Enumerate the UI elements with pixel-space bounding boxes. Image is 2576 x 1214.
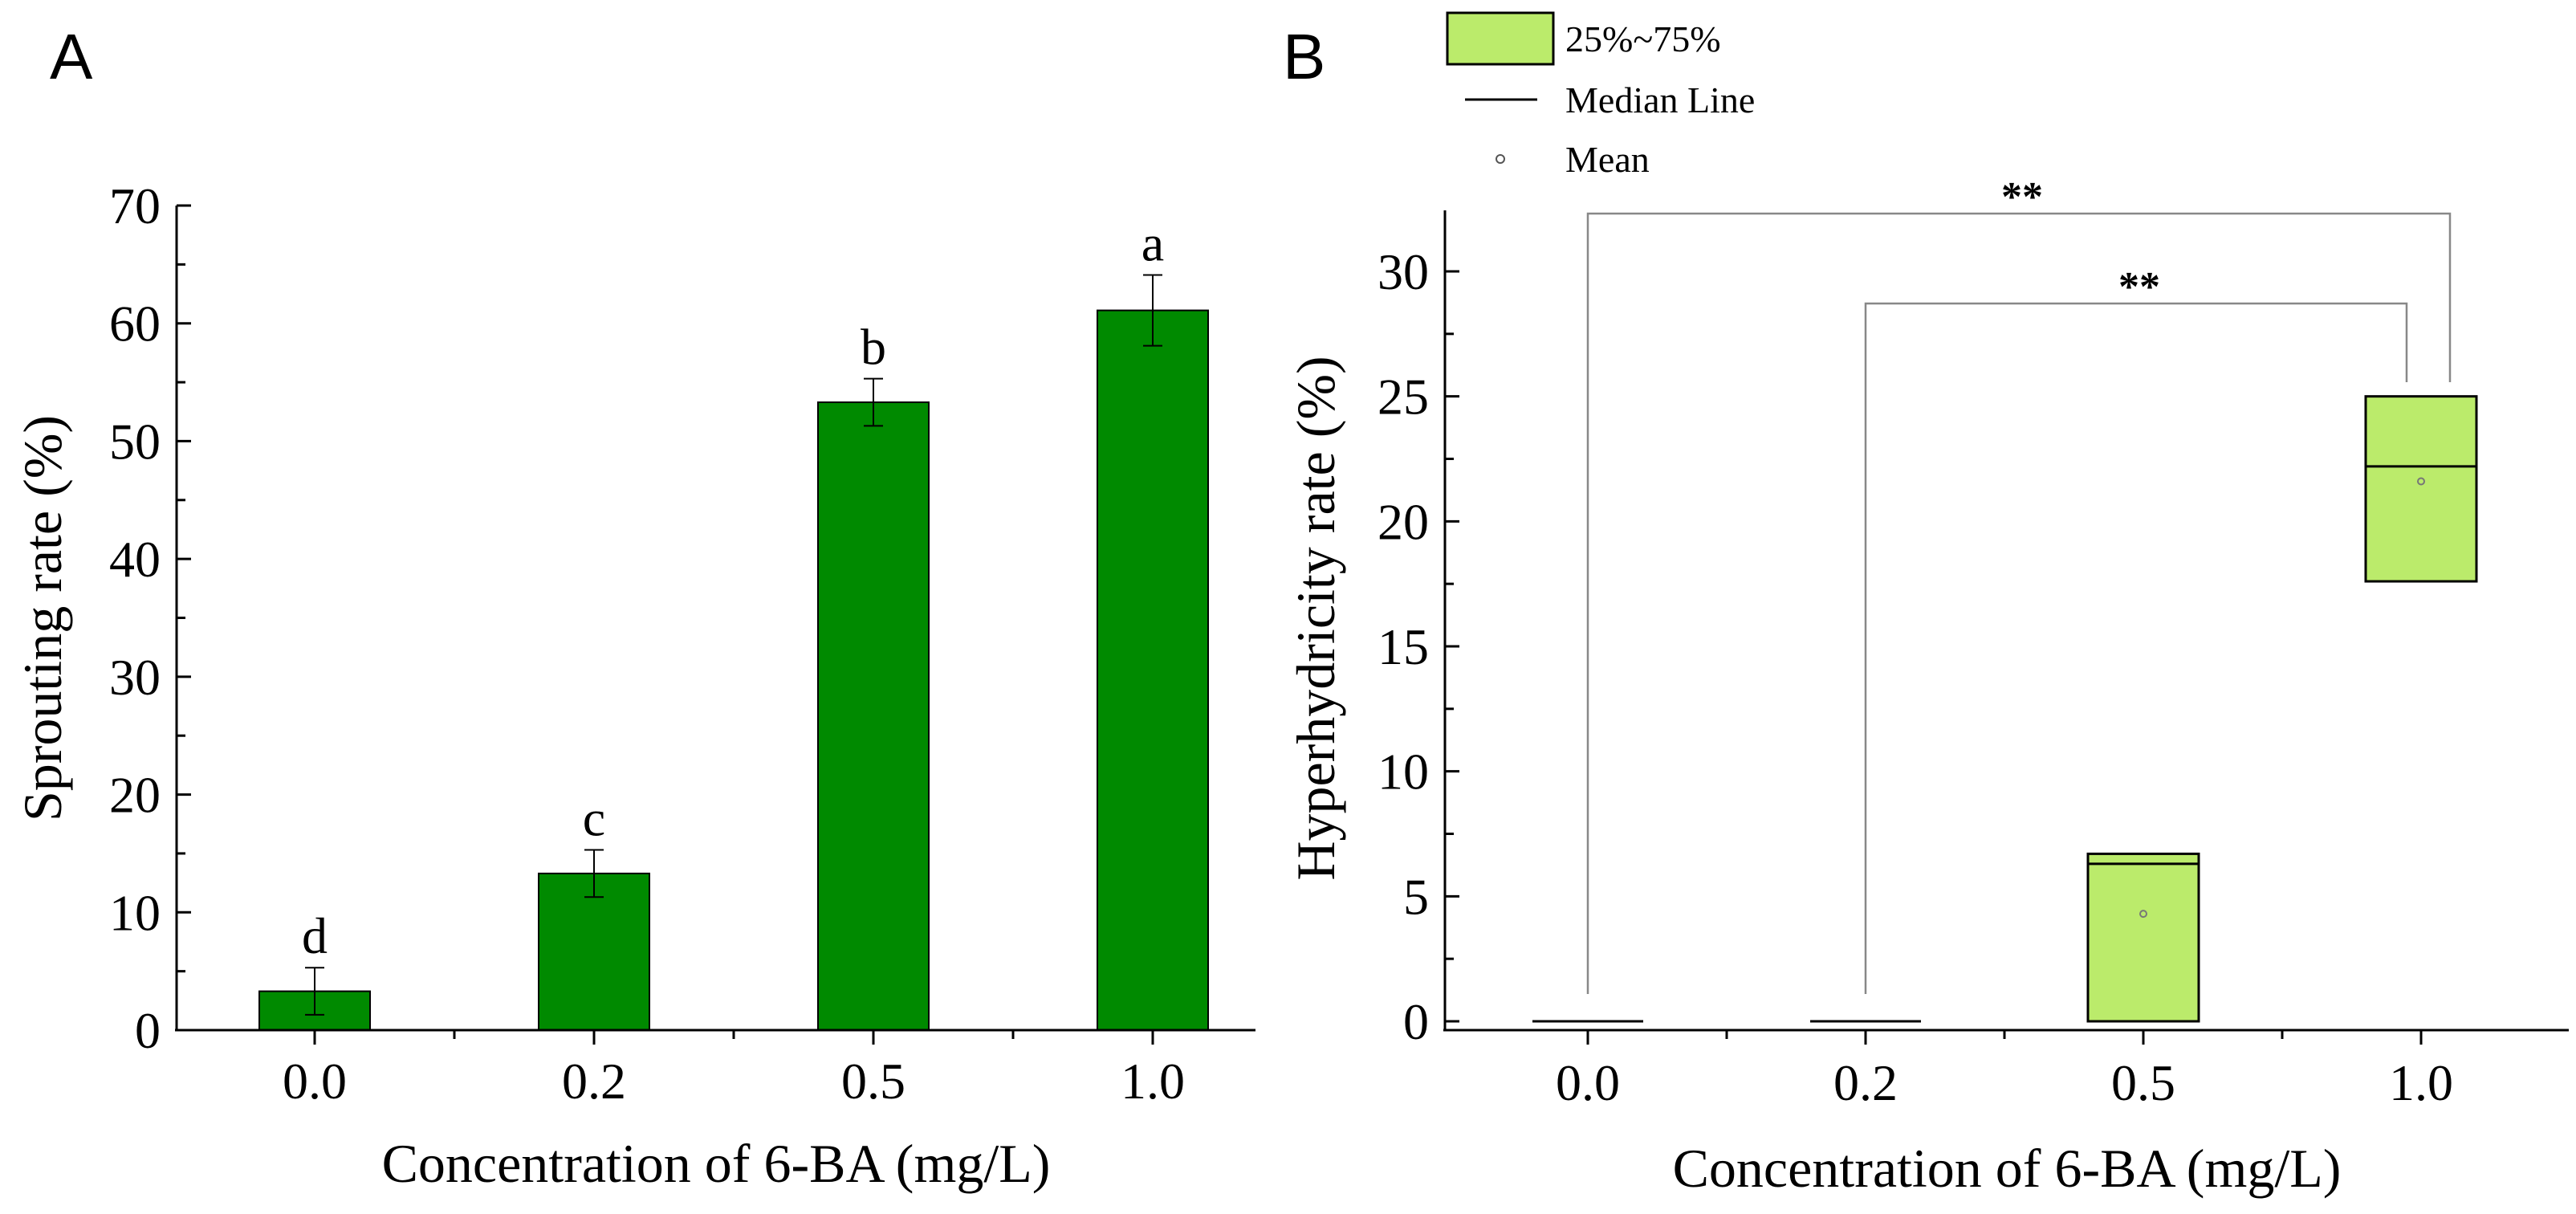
legend-box-swatch bbox=[1446, 11, 1555, 66]
panel-b: B 25%~75% Median Line Mean ** ** 0 5 10 15 20… bbox=[1283, 11, 2569, 1199]
legend-mean-label: Mean bbox=[1565, 139, 1650, 180]
y-tick-label: 25 bbox=[1378, 369, 1429, 426]
panel-b-y-label: Hyperhydricity rate (%) bbox=[1285, 356, 1346, 880]
panel-b-boxes bbox=[1532, 395, 2478, 1023]
significance-bracket bbox=[1864, 302, 2408, 994]
panel-b-axes bbox=[1443, 210, 2569, 1032]
x-tick-label: 1.0 bbox=[2389, 1054, 2453, 1111]
significance-bracket bbox=[1586, 212, 2452, 994]
y-tick-label: 10 bbox=[109, 884, 161, 941]
y-tick-label: 30 bbox=[1378, 243, 1429, 300]
x-tick-label: 0.2 bbox=[562, 1053, 626, 1110]
x-tick-label: 0.0 bbox=[1556, 1054, 1620, 1111]
y-tick-label: 20 bbox=[109, 767, 161, 824]
panel-a-x-label: Concentration of 6-BA (mg/L) bbox=[382, 1133, 1051, 1194]
x-tick-label: 1.0 bbox=[1121, 1053, 1185, 1110]
legend: 25%~75% Median Line Mean bbox=[1446, 11, 1755, 180]
bar bbox=[1097, 309, 1209, 1031]
y-tick-label: 30 bbox=[109, 649, 161, 706]
significance-label: ** bbox=[2001, 174, 2043, 220]
significance-letter: a bbox=[1141, 215, 1164, 272]
y-tick-label: 0 bbox=[1403, 993, 1429, 1050]
x-tick-label: 0.2 bbox=[1833, 1054, 1898, 1111]
y-tick-label: 50 bbox=[109, 413, 161, 470]
panel-b-y-ticks: 0 5 10 15 20 25 30 bbox=[1378, 243, 1459, 1050]
panel-b-x-ticks: 0.0 0.2 0.5 1.0 bbox=[1556, 1030, 2453, 1111]
x-tick-label: 0.5 bbox=[2111, 1054, 2175, 1111]
panel-a-y-label: Sprouting rate (%) bbox=[12, 415, 73, 821]
bar bbox=[817, 401, 930, 1031]
significance-letter: c bbox=[583, 790, 605, 847]
panel-b-x-label: Concentration of 6-BA (mg/L) bbox=[1673, 1138, 2342, 1199]
y-tick-label: 5 bbox=[1403, 868, 1429, 925]
legend-median-label: Median Line bbox=[1565, 79, 1755, 120]
y-tick-label: 60 bbox=[109, 295, 161, 352]
box bbox=[2086, 852, 2200, 1023]
y-tick-label: 0 bbox=[135, 1002, 161, 1059]
panel-a-y-ticks: 0 10 20 30 40 50 60 70 bbox=[109, 177, 191, 1059]
y-tick-label: 70 bbox=[109, 177, 161, 234]
panel-a: A d c b a 0 10 20 30 40 50 60 70 0.0 0.2 0.5 1.0 Conc… bbox=[12, 21, 1255, 1194]
significance-letter: b bbox=[861, 319, 886, 376]
y-tick-label: 40 bbox=[109, 531, 161, 588]
mean-marker bbox=[2139, 910, 2147, 919]
significance-brackets: ** ** bbox=[1586, 174, 2452, 994]
y-tick-label: 20 bbox=[1378, 493, 1429, 550]
legend-box-label: 25%~75% bbox=[1565, 18, 1721, 59]
panel-b-label: B bbox=[1283, 21, 1325, 92]
panel-a-label: A bbox=[50, 21, 93, 92]
box bbox=[2364, 395, 2478, 583]
significance-letter: d bbox=[302, 907, 328, 964]
panel-a-x-ticks: 0.0 0.2 0.5 1.0 bbox=[283, 1030, 1185, 1110]
x-tick-label: 0.5 bbox=[841, 1053, 905, 1110]
legend-mean-swatch bbox=[1496, 154, 1505, 164]
significance-label: ** bbox=[2118, 264, 2160, 310]
mean-marker bbox=[2417, 477, 2425, 486]
x-tick-label: 0.0 bbox=[283, 1053, 347, 1110]
y-tick-label: 15 bbox=[1378, 618, 1429, 675]
panel-a-bars: d c b a bbox=[258, 215, 1209, 1031]
y-tick-label: 10 bbox=[1378, 743, 1429, 801]
panel-a-axes bbox=[175, 206, 1255, 1032]
